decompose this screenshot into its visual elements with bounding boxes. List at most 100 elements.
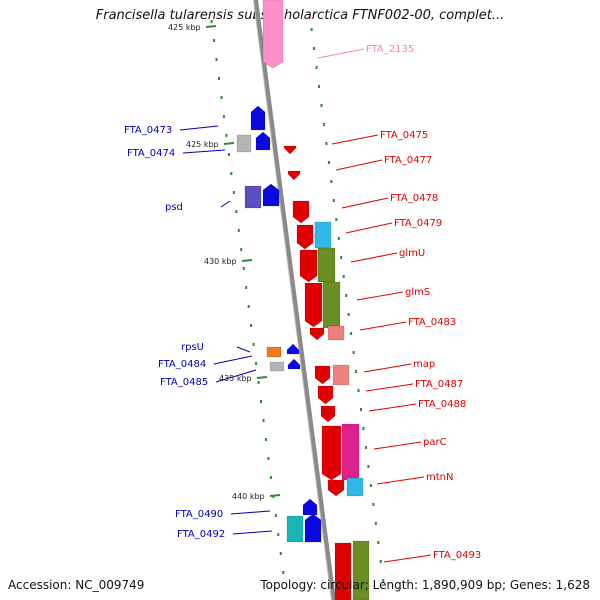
gene-block-fta-0485b[interactable] bbox=[287, 358, 301, 370]
gene-block-glmSb[interactable] bbox=[322, 281, 341, 329]
gene-label[interactable]: mtnN bbox=[426, 472, 453, 483]
tick-mark bbox=[282, 571, 285, 574]
gene-label[interactable]: FTA_0474 bbox=[127, 148, 175, 159]
gene-block-fta-0478[interactable] bbox=[292, 200, 310, 224]
leader-line bbox=[365, 383, 414, 392]
gene-block-fta-0493[interactable] bbox=[334, 542, 352, 600]
gene-block-glmU[interactable] bbox=[299, 249, 318, 283]
leader-line bbox=[368, 403, 417, 412]
gene-label[interactable]: FTA_0490 bbox=[175, 509, 223, 520]
tick-mark bbox=[225, 134, 228, 137]
gene-label[interactable]: map bbox=[413, 359, 435, 370]
tick-mark bbox=[215, 58, 218, 61]
gene-label[interactable]: parC bbox=[423, 437, 447, 448]
tick-mark bbox=[350, 332, 353, 335]
gene-block-glmUb[interactable] bbox=[317, 247, 336, 283]
gene-block-mtnN[interactable] bbox=[327, 479, 345, 497]
gene-label[interactable]: FTA_0475 bbox=[380, 130, 428, 141]
leader-line bbox=[335, 159, 383, 171]
accession-text: Accession: NC_009749 bbox=[8, 578, 145, 592]
gene-label[interactable]: FTA_0479 bbox=[394, 218, 442, 229]
gene-block-fta-0485[interactable] bbox=[269, 361, 285, 372]
gene-label[interactable]: psd bbox=[165, 202, 183, 213]
tick-mark bbox=[232, 191, 235, 194]
gene-label[interactable]: FTA_0492 bbox=[177, 529, 225, 540]
map-title: Francisella tularensis subsp. holarctica… bbox=[95, 8, 505, 23]
gene-block-fta-0492a[interactable] bbox=[286, 515, 304, 543]
tick-mark bbox=[325, 142, 328, 145]
tick-mark bbox=[237, 229, 240, 232]
tick-mark bbox=[345, 294, 348, 297]
tick-mark bbox=[355, 370, 358, 373]
tick-mark bbox=[310, 28, 313, 31]
gene-block-fta-0474b[interactable] bbox=[255, 131, 271, 151]
gene-label[interactable]: FTA_0487 bbox=[415, 379, 463, 390]
gene-label[interactable]: FTA_0485 bbox=[160, 377, 208, 388]
leader-line bbox=[383, 554, 432, 563]
gene-block-fta-0487[interactable] bbox=[317, 385, 334, 405]
gene-block-glmS[interactable] bbox=[304, 282, 323, 328]
tick-mark bbox=[220, 96, 223, 99]
leader-line bbox=[232, 530, 273, 535]
leader-line bbox=[179, 125, 219, 131]
scale-label: 425 kbp bbox=[186, 140, 219, 149]
leader-line bbox=[345, 222, 393, 234]
tick-mark bbox=[267, 457, 270, 460]
tick-mark bbox=[242, 267, 245, 270]
gene-label[interactable]: glmS bbox=[405, 287, 430, 298]
leader-line bbox=[220, 200, 231, 208]
gene-block-fta-0479b[interactable] bbox=[314, 221, 332, 249]
gene-label[interactable]: FTA_0484 bbox=[158, 359, 206, 370]
gene-block-map[interactable] bbox=[314, 365, 331, 385]
gene-block-psd-a[interactable] bbox=[244, 185, 262, 209]
scale-label: 440 kbp bbox=[232, 492, 265, 501]
gene-label[interactable]: FTA_0478 bbox=[390, 193, 438, 204]
gene-block-rpsU[interactable] bbox=[266, 346, 282, 358]
tick-mark bbox=[240, 248, 243, 251]
gene-label[interactable]: FTA_0483 bbox=[408, 317, 456, 328]
tick-mark bbox=[382, 579, 385, 582]
tick-mark bbox=[330, 180, 333, 183]
gene-label[interactable]: FTA_2135 bbox=[366, 44, 414, 55]
gene-block-parCb[interactable] bbox=[341, 423, 360, 481]
scale-label: 430 kbp bbox=[204, 257, 237, 266]
gene-block-fta-0475[interactable] bbox=[283, 145, 297, 155]
gene-block-mtnNb[interactable] bbox=[346, 477, 364, 497]
gene-block-fta-0484[interactable] bbox=[286, 343, 300, 355]
leader-line bbox=[213, 355, 253, 365]
gene-label[interactable]: FTA_0488 bbox=[418, 399, 466, 410]
leader-line bbox=[236, 346, 251, 353]
gene-label[interactable]: FTA_0473 bbox=[124, 125, 172, 136]
gene-block-parC[interactable] bbox=[321, 425, 342, 481]
leader-line bbox=[356, 291, 404, 301]
gene-block-fta-0474[interactable] bbox=[236, 134, 252, 153]
tick-mark bbox=[340, 256, 343, 259]
tick-mark bbox=[250, 324, 253, 327]
gene-block-fta-0477[interactable] bbox=[287, 170, 301, 181]
gene-label[interactable]: FTA_0477 bbox=[384, 155, 432, 166]
gene-block-fta-2135[interactable] bbox=[262, 0, 284, 69]
tick-mark bbox=[269, 476, 272, 479]
tick-mark bbox=[372, 503, 375, 506]
gene-block-fta-0483[interactable] bbox=[309, 327, 325, 341]
leader-line bbox=[350, 252, 398, 263]
gene-block-fta-0479[interactable] bbox=[296, 224, 314, 250]
gene-block-psd[interactable] bbox=[262, 183, 280, 207]
gene-block-fta-0483b[interactable] bbox=[327, 325, 345, 341]
gene-block-fta-0492[interactable] bbox=[304, 513, 322, 543]
tick-mark bbox=[369, 484, 372, 487]
tick-mark bbox=[362, 427, 365, 430]
tick-mark bbox=[315, 66, 318, 69]
gene-block-fta-0473[interactable] bbox=[250, 105, 266, 131]
gene-block-fta-0488[interactable] bbox=[320, 405, 336, 423]
gene-label[interactable]: glmU bbox=[399, 248, 425, 259]
gene-label[interactable]: rpsU bbox=[181, 342, 204, 353]
tick-mark bbox=[210, 20, 213, 23]
tick-mark bbox=[367, 465, 370, 468]
gene-label[interactable]: FTA_0493 bbox=[433, 550, 481, 561]
gene-block-mapb[interactable] bbox=[332, 364, 350, 386]
tick-mark bbox=[277, 533, 280, 536]
gene-block-fta-0490[interactable] bbox=[302, 498, 318, 516]
gene-block-fta-0493b[interactable] bbox=[352, 540, 370, 600]
